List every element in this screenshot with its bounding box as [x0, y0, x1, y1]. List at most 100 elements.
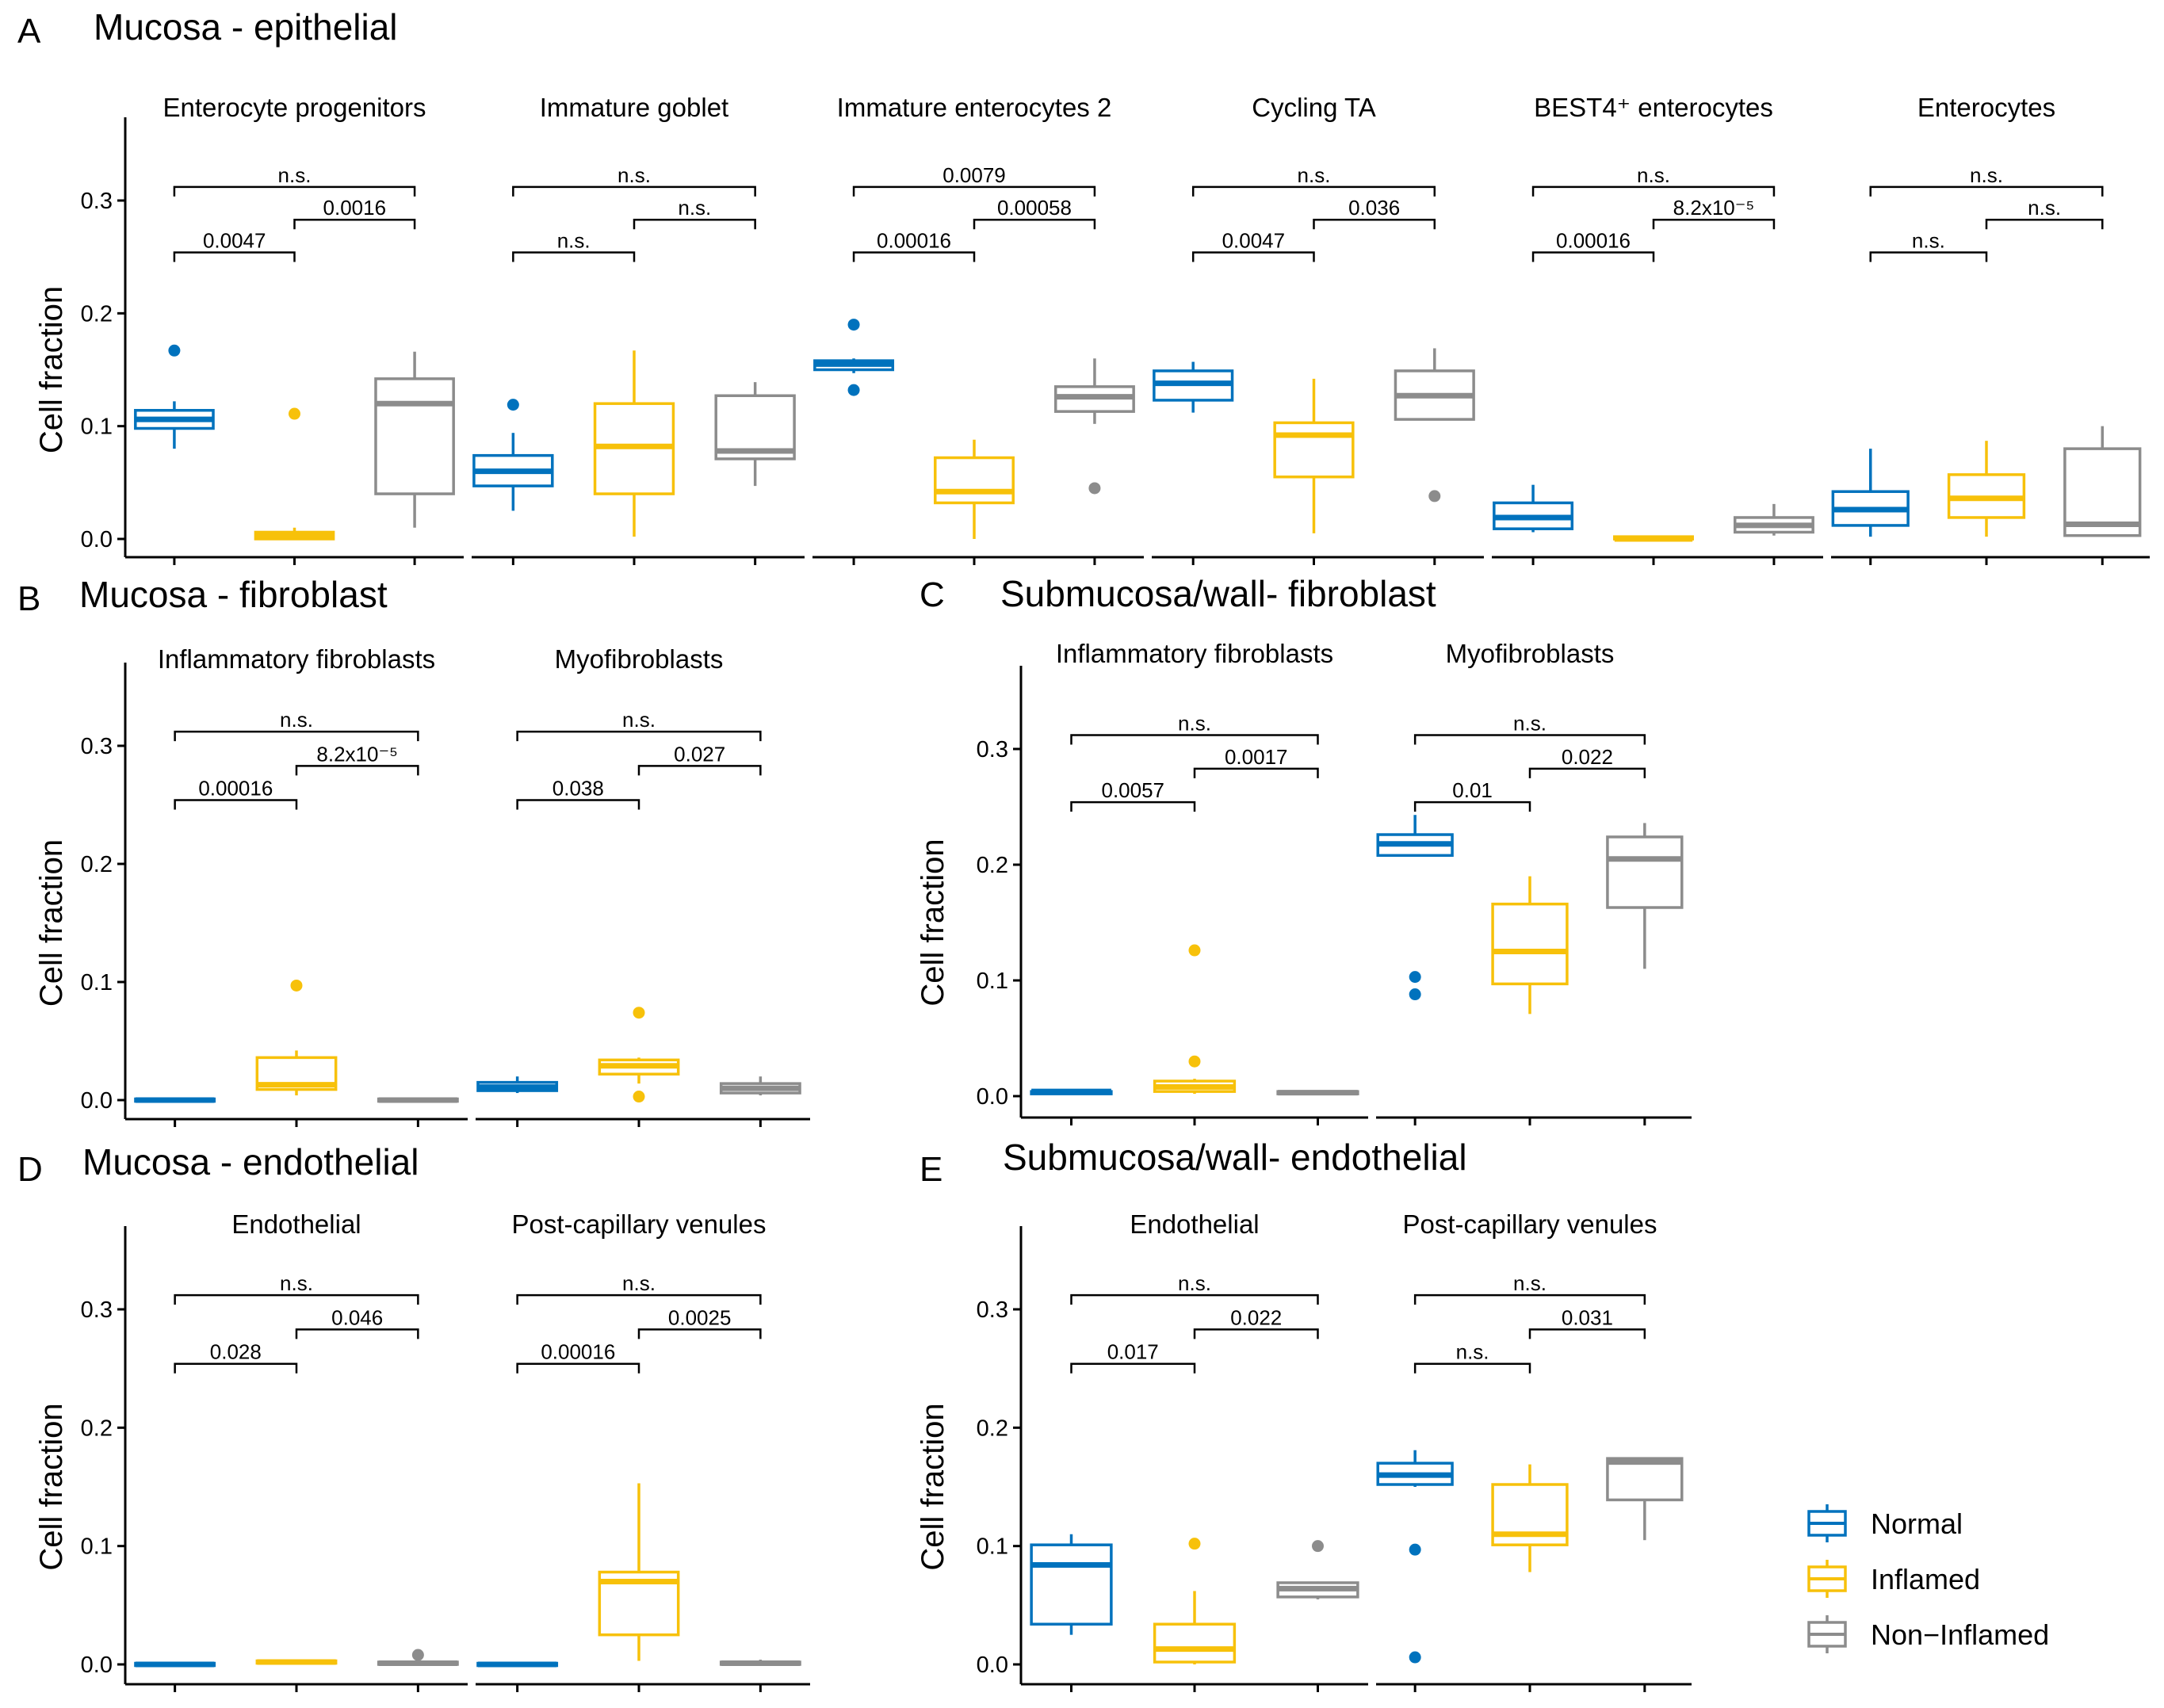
panel-title: Mucosa - fibroblast — [79, 574, 388, 615]
box-inflamed — [255, 1659, 338, 1665]
box-normal — [1030, 1088, 1113, 1095]
outlier-point — [1188, 1055, 1201, 1068]
significance-bracket: n.s. — [1985, 196, 2104, 230]
box-inflamed — [1153, 944, 1237, 1095]
facet-cycling-ta: Cycling TA 0.0047 0.036 n.s. — [1152, 93, 1484, 565]
bracket-line — [852, 251, 976, 262]
bracket-line — [1413, 734, 1646, 745]
bracket-line — [516, 799, 640, 810]
panel-letter: A — [17, 12, 41, 51]
outlier-point — [1409, 1651, 1421, 1664]
significance-bracket: 0.0016 — [293, 196, 416, 230]
box-non-inflamed — [1053, 358, 1135, 495]
significance-bracket: 0.017 — [1070, 1340, 1196, 1374]
facet-enterocyte-progenitors: Enterocyte progenitors 0.0047 0.0016 n.s. — [125, 93, 464, 565]
box-normal — [1376, 1450, 1454, 1664]
p-value-label: n.s. — [1637, 163, 1670, 187]
p-value-label: n.s. — [1178, 711, 1211, 735]
bracket-line — [512, 251, 636, 262]
box-normal — [472, 399, 554, 511]
panel-C: C Submucosa/wall- fibroblast 0.0 0.1 0.2 0.3 C… — [916, 573, 1692, 1125]
box-normal — [1831, 449, 1910, 537]
p-value-label: n.s. — [280, 708, 313, 732]
y-tick-label: 0.2 — [81, 301, 113, 327]
legend: Normal Inflamed Non−Inflamed — [1807, 1504, 2049, 1653]
p-value-label: n.s. — [678, 196, 711, 220]
bracket-line — [516, 730, 762, 742]
box-non-inflamed — [1606, 1457, 1684, 1541]
bracket-line — [1528, 767, 1646, 778]
significance-bracket: n.s. — [1070, 1271, 1319, 1305]
facet-inflammatory-fibroblasts: Inflammatory fibroblasts 0.0057 0.0017 n.s. — [1021, 639, 1368, 1125]
significance-bracket: 0.00016 — [852, 228, 976, 262]
box-inflamed — [255, 979, 338, 1096]
box-inflamed — [1153, 1538, 1237, 1664]
y-tick-label: 0.0 — [977, 1084, 1008, 1110]
bracket-line — [633, 218, 756, 230]
facet-myofibroblasts: Myofibroblasts 0.038 0.027 n.s. — [476, 644, 810, 1127]
p-value-label: 0.022 — [1562, 745, 1613, 769]
facet-title: Endothelial — [231, 1209, 361, 1239]
p-value-label: 8.2x10⁻⁵ — [1673, 196, 1755, 220]
legend-label: Inflamed — [1871, 1563, 1980, 1595]
y-tick-label: 0.1 — [977, 969, 1008, 994]
y-axis-title: Cell fraction — [916, 1403, 950, 1570]
outlier-point — [1409, 1543, 1421, 1556]
p-value-label: 0.0025 — [668, 1305, 732, 1329]
significance-bracket: n.s. — [1070, 711, 1319, 745]
y-tick-label: 0.3 — [81, 1297, 113, 1323]
p-value-label: 0.01 — [1452, 778, 1493, 802]
facet-myofibroblasts: Myofibroblasts 0.01 0.022 n.s. — [1376, 639, 1692, 1125]
p-value-label: n.s. — [622, 1271, 656, 1295]
bracket-line — [295, 1328, 419, 1339]
significance-bracket: 0.0017 — [1193, 745, 1319, 778]
significance-bracket: 0.00016 — [516, 1340, 640, 1374]
p-value-label: n.s. — [2028, 196, 2061, 220]
p-value-label: 0.038 — [552, 777, 604, 801]
p-value-label: n.s. — [1912, 228, 1945, 252]
box-inflamed — [593, 350, 675, 537]
significance-bracket: 8.2x10⁻⁵ — [295, 742, 419, 776]
bracket-line — [512, 185, 756, 197]
significance-bracket: n.s. — [1413, 711, 1646, 745]
box-non-inflamed — [1276, 1090, 1359, 1096]
p-value-label: 0.0017 — [1225, 745, 1288, 769]
facet-title: Myofibroblasts — [1446, 639, 1615, 668]
significance-bracket: 0.01 — [1413, 778, 1531, 812]
facet-enterocytes: Enterocytes n.s. n.s. n.s. — [1831, 93, 2150, 565]
panel-letter: C — [920, 575, 945, 614]
legend-item-non-inflamed: Non−Inflamed — [1807, 1615, 2049, 1653]
p-value-label: 0.00016 — [198, 777, 273, 801]
significance-bracket: 0.046 — [295, 1305, 419, 1339]
box-inflamed — [598, 1483, 680, 1661]
box-iqr — [2063, 447, 2142, 537]
facet-title: Inflammatory fibroblasts — [1056, 639, 1333, 668]
outlier-point — [847, 384, 860, 396]
box-non-inflamed — [714, 382, 796, 487]
box-non-inflamed — [1606, 823, 1684, 969]
facet-title: Enterocytes — [1917, 93, 2055, 122]
bracket-line — [174, 799, 298, 810]
p-value-label: 0.046 — [331, 1305, 383, 1329]
box-non-inflamed — [719, 1660, 801, 1667]
p-value-label: 0.00016 — [541, 1340, 615, 1364]
y-axis-title: Cell fraction — [916, 839, 950, 1006]
bracket-line — [1985, 218, 2104, 230]
box-non-inflamed — [1733, 503, 1814, 536]
bracket-line — [973, 218, 1096, 230]
outlier-point — [290, 979, 303, 992]
box-inflamed — [934, 439, 1015, 539]
p-value-label: 0.028 — [210, 1340, 262, 1364]
bracket-line — [1070, 1362, 1196, 1374]
significance-bracket: 0.0047 — [1191, 228, 1315, 262]
bracket-line — [173, 251, 296, 262]
facet-title: Post-capillary venules — [512, 1209, 767, 1239]
box-normal — [134, 344, 215, 449]
significance-bracket: 0.00016 — [1531, 228, 1655, 262]
outlier-point — [1188, 1538, 1201, 1550]
y-axis-title: Cell fraction — [34, 1403, 69, 1570]
bracket-line — [1413, 801, 1531, 812]
bracket-line — [1070, 801, 1196, 812]
outlier-point — [633, 1091, 645, 1103]
bracket-line — [1193, 1328, 1319, 1339]
